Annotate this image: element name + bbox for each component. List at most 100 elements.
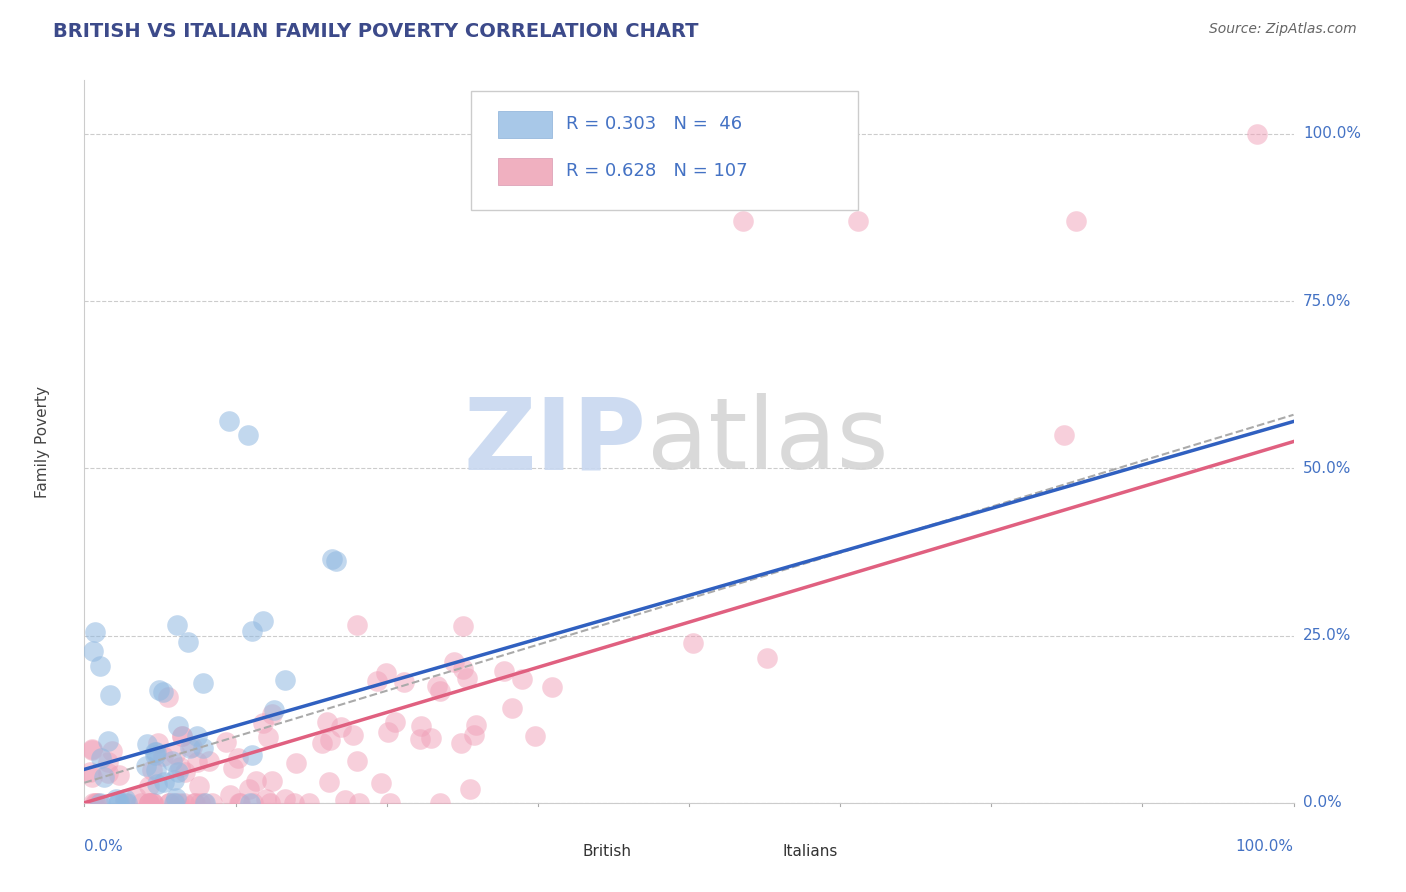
Point (541, 680, 564, 694)
Point (311, 736, 333, 750)
Point (89, 658, 111, 673)
Point (523, 730, 546, 744)
Point (163, 773, 186, 788)
Point (366, 673, 388, 688)
Point (83, 625, 105, 640)
Point (146, 735, 169, 749)
Point (193, 796, 215, 810)
Point (318, 774, 340, 789)
Point (135, 759, 157, 773)
Point (451, 662, 474, 676)
Text: 0.0%: 0.0% (1303, 796, 1341, 810)
Bar (498, 158, 553, 185)
Point (228, 796, 250, 810)
Point (108, 795, 131, 809)
Point (138, 796, 160, 810)
Point (90, 751, 112, 765)
Bar (731, 841, 768, 863)
Point (157, 796, 180, 810)
Point (377, 725, 399, 739)
Point (512, 672, 534, 686)
Text: 50.0%: 50.0% (1303, 461, 1351, 475)
Point (170, 729, 193, 743)
Point (142, 796, 165, 810)
Point (165, 796, 187, 810)
Point (443, 655, 465, 669)
Point (197, 755, 219, 769)
Point (238, 782, 260, 797)
Point (145, 777, 167, 791)
Point (254, 792, 277, 806)
Point (451, 619, 474, 633)
Point (682, 636, 704, 650)
Point (260, 774, 283, 789)
Point (167, 764, 190, 779)
Point (129, 796, 152, 810)
Text: 25.0%: 25.0% (1303, 628, 1351, 643)
Point (347, 796, 370, 810)
Point (148, 683, 170, 698)
Point (456, 671, 478, 685)
Point (141, 764, 163, 778)
Point (141, 796, 163, 810)
Point (114, 796, 136, 810)
Point (82, 644, 104, 658)
Point (1246, 127, 1268, 141)
Point (165, 790, 187, 805)
Text: R = 0.303   N =  46: R = 0.303 N = 46 (565, 115, 742, 133)
Point (392, 674, 415, 689)
Point (82, 796, 104, 810)
Point (283, 796, 305, 810)
Point (464, 718, 486, 732)
Point (180, 740, 202, 755)
Point (408, 731, 430, 746)
Point (346, 618, 368, 632)
Point (166, 618, 188, 632)
Point (152, 685, 174, 699)
Text: Italians: Italians (782, 845, 838, 859)
Point (191, 741, 214, 756)
Point (501, 701, 523, 715)
Point (342, 728, 364, 742)
Point (429, 796, 451, 810)
Point (756, 651, 779, 665)
Point (160, 754, 183, 768)
Point (188, 796, 211, 810)
Point (169, 759, 191, 773)
Point (429, 683, 451, 698)
Point (93, 770, 115, 784)
FancyBboxPatch shape (471, 91, 858, 211)
Text: atlas: atlas (647, 393, 889, 490)
Point (240, 624, 263, 639)
Point (239, 796, 262, 810)
Text: 100.0%: 100.0% (1303, 127, 1361, 141)
Point (242, 747, 264, 762)
Text: R = 0.628   N = 107: R = 0.628 N = 107 (565, 161, 747, 179)
Point (257, 731, 280, 745)
Point (252, 614, 274, 628)
Point (733, 214, 755, 228)
Point (274, 673, 297, 688)
Point (285, 756, 308, 770)
Point (79, 764, 101, 779)
Point (138, 779, 160, 793)
Point (263, 703, 285, 717)
Point (97, 765, 120, 780)
Text: British: British (582, 845, 631, 859)
Point (98, 688, 121, 702)
Point (145, 764, 167, 778)
Point (191, 676, 214, 690)
Point (384, 714, 406, 729)
Point (80, 770, 103, 784)
Point (183, 796, 205, 810)
Point (142, 796, 165, 810)
Point (124, 790, 146, 805)
Point (157, 796, 180, 810)
Point (226, 751, 249, 765)
Point (329, 720, 352, 734)
Point (245, 773, 267, 788)
Point (463, 728, 485, 742)
Point (173, 796, 195, 810)
Point (163, 796, 186, 810)
Text: 0.0%: 0.0% (84, 838, 124, 854)
